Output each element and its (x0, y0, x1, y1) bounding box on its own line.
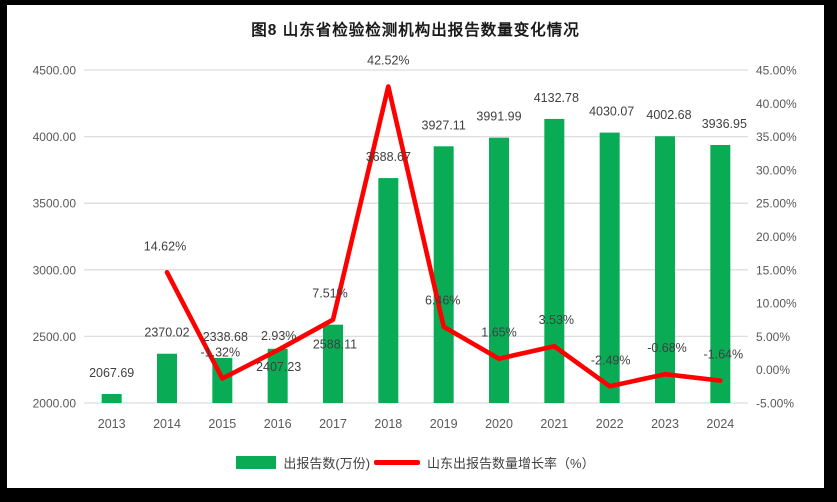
y2-axis-tick-label: -5.00% (756, 397, 794, 411)
growth-value-label: 6.46% (425, 294, 460, 308)
x-axis-tick-label: 2014 (153, 417, 181, 431)
legend-bar-label: 出报告数(万份) (283, 456, 371, 471)
y-axis-tick-label: 2500.00 (33, 330, 77, 344)
growth-value-label: 42.52% (367, 54, 409, 68)
bar-2016 (267, 348, 288, 403)
growth-value-label: -1.32% (201, 345, 241, 359)
bar-2020 (489, 137, 509, 403)
y2-axis-tick-label: 5.00% (756, 330, 790, 344)
bar-value-label: 2338.68 (203, 330, 248, 344)
x-axis-tick-label: 2015 (208, 417, 236, 431)
x-axis-tick-label: 2021 (540, 417, 568, 431)
y2-axis-tick-label: 0.00% (756, 363, 790, 377)
y2-axis-tick-label: 35.00% (756, 130, 797, 144)
chart-plot: 2067.69 2370.02 2338.68 2407.23 2588.11 3688.… (33, 54, 797, 431)
growth-value-label: 2.93% (261, 329, 296, 343)
x-axis-tick-label: 2020 (485, 417, 513, 431)
growth-value-label: 1.65% (481, 326, 516, 340)
x-axis-tick-label: 2018 (374, 417, 402, 431)
x-axis-tick-label: 2022 (596, 417, 624, 431)
y-axis-tick-label: 4500.00 (33, 64, 77, 78)
y2-axis-tick-label: 45.00% (756, 64, 797, 78)
legend-line-label: 山东出报告数量增长率（%） (427, 456, 595, 471)
bar-value-label: 2370.02 (144, 326, 189, 340)
y2-axis-tick-label: 20.00% (756, 230, 797, 244)
legend-line-swatch (374, 460, 421, 465)
y-axis-tick-label: 4000.00 (33, 130, 77, 144)
growth-value-label: 7.51% (312, 287, 347, 301)
bar-2013 (101, 393, 122, 403)
bar-value-label: 2067.69 (89, 366, 134, 380)
bar-value-label: 4030.07 (589, 105, 634, 119)
bar-2022 (599, 132, 620, 403)
bar-value-label: 4002.68 (646, 108, 691, 122)
x-axis-tick-label: 2016 (264, 417, 292, 431)
bar-value-label: 3936.95 (702, 117, 747, 131)
y2-axis-tick-label: 15.00% (756, 263, 797, 277)
bar-2021 (544, 118, 565, 404)
x-axis-tick-label: 2019 (430, 417, 458, 431)
bar-2014 (157, 353, 177, 403)
growth-value-label: 14.62% (144, 239, 186, 253)
growth-line (164, 84, 723, 389)
bar-2019 (433, 146, 454, 403)
bar-2024 (710, 144, 731, 403)
x-axis-tick-label: 2017 (319, 417, 347, 431)
bar-value-label: 2407.23 (256, 360, 301, 374)
bar-value-label: 4132.78 (534, 91, 579, 105)
x-axis-tick-label: 2013 (98, 417, 126, 431)
bar-value-label: 2588.11 (313, 338, 357, 352)
x-axis-tick-label: 2024 (706, 417, 734, 431)
y2-axis-tick-label: 10.00% (756, 297, 797, 311)
y2-axis-tick-label: 40.00% (756, 97, 797, 111)
bar-2017 (323, 324, 343, 403)
growth-value-label: -1.64% (704, 348, 744, 362)
growth-value-label: -0.68% (647, 341, 687, 355)
y-axis-tick-label: 3000.00 (33, 263, 77, 277)
growth-value-label: 3.53% (539, 313, 574, 327)
chart-title: 图8 山东省检验检测机构出报告数量变化情况 (251, 22, 580, 39)
legend: 出报告数(万份) 山东出报告数量增长率（%） (7, 453, 824, 472)
bar-value-label: 3688.67 (366, 150, 411, 164)
bar-value-label: 3927.11 (422, 118, 466, 132)
bar-value-label: 3991.99 (476, 110, 521, 124)
y-axis-tick-label: 3500.00 (33, 197, 77, 211)
y2-axis-tick-label: 25.00% (756, 197, 797, 211)
legend-bar-swatch (236, 456, 277, 469)
bar-2023 (655, 136, 675, 403)
growth-value-label: -2.49% (591, 353, 631, 367)
y-axis-tick-label: 2000.00 (33, 397, 77, 411)
y2-axis-tick-label: 30.00% (756, 163, 797, 177)
bar-2018 (378, 178, 399, 403)
x-axis-tick-label: 2023 (651, 417, 679, 431)
chart-canvas: 图8 山东省检验检测机构出报告数量变化情况 2067.69 2370.02 2338… (7, 5, 824, 488)
